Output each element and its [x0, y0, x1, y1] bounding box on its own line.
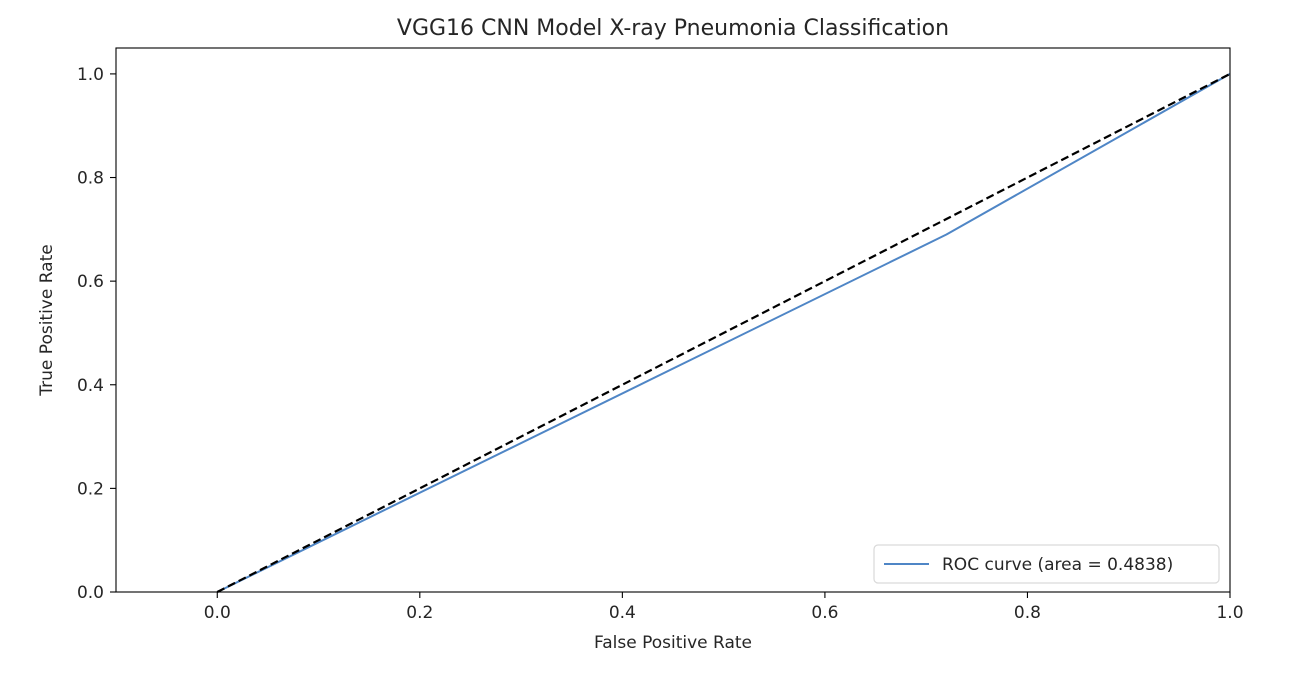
y-tick-label: 0.0 [77, 583, 104, 603]
plot-area: 0.0 0.2 0.4 0.6 0.8 1.0 0.0 0.2 0.4 0.6 0.8 1.0 ROC … [77, 47, 1244, 623]
y-axis-label: True Positive Rate [37, 244, 57, 396]
chance-diagonal-line [216, 72, 1231, 593]
x-tick-label: 0.0 [204, 603, 231, 623]
y-tick-label: 0.6 [77, 272, 104, 292]
y-tick-label: 0.4 [77, 376, 104, 396]
chart-title: VGG16 CNN Model X-ray Pneumonia Classifi… [397, 16, 949, 41]
x-tick-label: 0.8 [1014, 603, 1041, 623]
legend: ROC curve (area = 0.4838) [873, 544, 1220, 584]
y-tick-label: 0.2 [77, 479, 104, 499]
x-tick-label: 1.0 [1216, 603, 1243, 623]
plot-frame [115, 47, 1231, 593]
legend-label: ROC curve (area = 0.4838) [942, 555, 1173, 575]
x-tick-label: 0.6 [811, 603, 838, 623]
y-tick-label: 1.0 [77, 65, 104, 85]
y-tick-label: 0.8 [77, 169, 104, 189]
legend-box [873, 544, 1220, 584]
x-tick-label: 0.2 [406, 603, 433, 623]
x-tick-label: 0.4 [609, 603, 636, 623]
roc-curve-line [216, 73, 1231, 593]
x-axis-label: False Positive Rate [594, 633, 752, 653]
